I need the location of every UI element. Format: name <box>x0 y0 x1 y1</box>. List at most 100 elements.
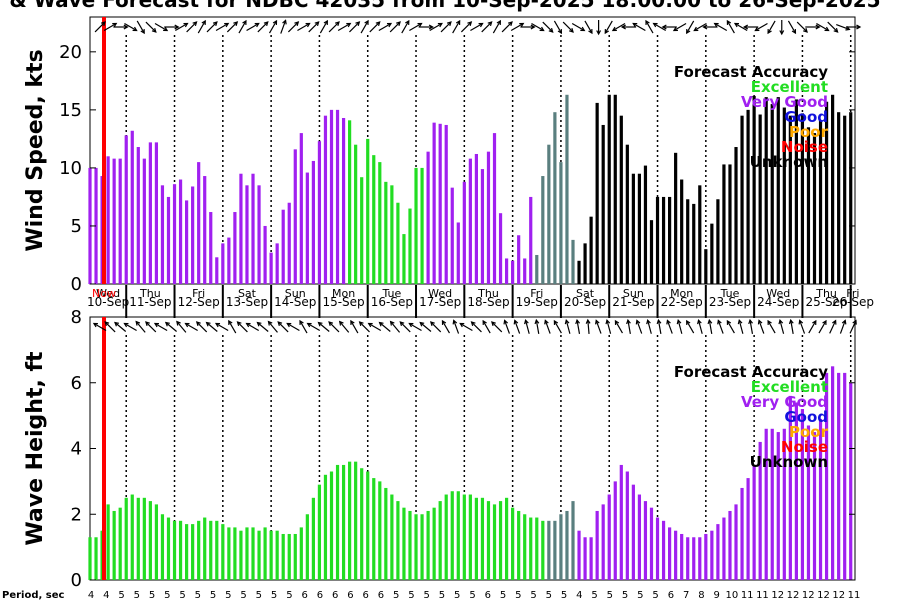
bar <box>432 122 436 284</box>
direction-arrowhead <box>614 319 620 325</box>
direction-arrow <box>350 320 359 334</box>
direction-arrowhead <box>286 322 292 328</box>
period-value: 5 <box>515 590 521 600</box>
direction-arrowhead <box>737 319 743 325</box>
direction-arrowhead <box>151 27 157 33</box>
direction-arrow <box>419 322 432 332</box>
bar <box>293 149 297 284</box>
direction-arrow <box>647 320 652 334</box>
direction-arrowhead <box>519 22 525 28</box>
bar <box>450 491 454 580</box>
direction-arrowhead <box>778 319 784 325</box>
bar <box>130 494 134 580</box>
direction-arrow <box>349 21 360 33</box>
direction-arrow <box>571 22 585 32</box>
bar <box>746 478 750 580</box>
bar <box>752 464 756 580</box>
period-value: 5 <box>256 590 262 600</box>
direction-arrowhead <box>676 319 682 325</box>
direction-arrow <box>657 320 662 334</box>
direction-arrowhead <box>733 22 740 28</box>
bar <box>710 530 714 580</box>
bar <box>148 142 152 284</box>
direction-arrow <box>708 320 713 334</box>
date-label: 15-Sep <box>322 295 364 309</box>
day-name-label: Tue <box>720 287 740 300</box>
day-name-label: Thu <box>139 287 161 300</box>
direction-arrow <box>482 320 491 334</box>
direction-arrow <box>307 322 321 332</box>
direction-arrow <box>441 320 450 334</box>
direction-arrowhead <box>482 319 487 325</box>
direction-arrowhead <box>812 319 817 325</box>
bar <box>649 507 654 580</box>
direction-arrow <box>755 22 768 32</box>
bar <box>462 181 466 284</box>
period-value: 5 <box>591 590 597 600</box>
bar <box>746 109 750 284</box>
direction-arrow <box>471 321 482 333</box>
direction-arrow <box>429 22 443 32</box>
direction-arrowhead <box>419 321 425 327</box>
bar <box>734 504 738 580</box>
bar <box>323 474 328 580</box>
bar <box>305 514 309 580</box>
direction-arrowhead <box>314 21 320 27</box>
direction-arrow <box>124 322 137 332</box>
direction-arrowhead <box>242 19 247 25</box>
direction-arrow <box>697 320 703 334</box>
chart-title: & Wave Forecast for NDBC 42035 from 10-S… <box>9 0 880 12</box>
direction-arrowhead <box>791 29 797 35</box>
direction-arrowhead <box>742 24 749 30</box>
bar <box>203 517 207 580</box>
direction-arrowhead <box>429 321 435 327</box>
bar <box>438 501 442 580</box>
direction-arrow <box>677 320 683 334</box>
direction-arrowhead <box>441 319 447 325</box>
bar <box>372 155 376 284</box>
legend-item-very-good: Very Good <box>741 393 828 411</box>
direction-arrow <box>378 22 392 32</box>
direction-arrowhead <box>815 24 821 30</box>
bar <box>197 520 201 580</box>
period-value: 5 <box>408 590 414 600</box>
bar <box>837 372 841 580</box>
direction-arrow <box>440 21 452 33</box>
direction-arrow <box>510 22 524 32</box>
direction-arrow <box>501 21 513 33</box>
bar <box>668 527 672 580</box>
day-name-label: Sat <box>238 287 257 300</box>
date-strip <box>90 285 855 316</box>
direction-arrow <box>632 22 646 32</box>
direction-arrowhead <box>405 19 410 25</box>
bar <box>649 220 654 284</box>
day-name-label: Fri <box>192 287 205 300</box>
direction-arrowhead <box>408 322 414 328</box>
day-name-label: Sun <box>285 287 306 300</box>
bar <box>764 428 768 580</box>
bar <box>94 537 98 580</box>
direction-arrow <box>749 320 754 334</box>
direction-arrow <box>297 22 310 32</box>
legend-item-noise: Noise <box>781 138 828 156</box>
bar <box>734 147 738 284</box>
bar <box>553 520 557 580</box>
bar <box>824 101 829 285</box>
period-value: 5 <box>454 590 460 600</box>
period-value: 9 <box>713 590 719 600</box>
bar <box>106 504 110 580</box>
bar <box>329 109 334 284</box>
bar <box>806 127 811 284</box>
direction-arrow <box>595 320 602 334</box>
bar <box>317 484 322 580</box>
direction-arrowhead <box>548 27 554 33</box>
direction-arrowhead <box>666 319 671 325</box>
bar <box>384 487 388 580</box>
direction-arrow <box>514 320 521 334</box>
date-label: 12-Sep <box>178 295 220 309</box>
bar <box>299 527 303 580</box>
bar <box>245 527 249 580</box>
bar <box>529 517 533 580</box>
direction-arrowhead <box>496 19 501 25</box>
